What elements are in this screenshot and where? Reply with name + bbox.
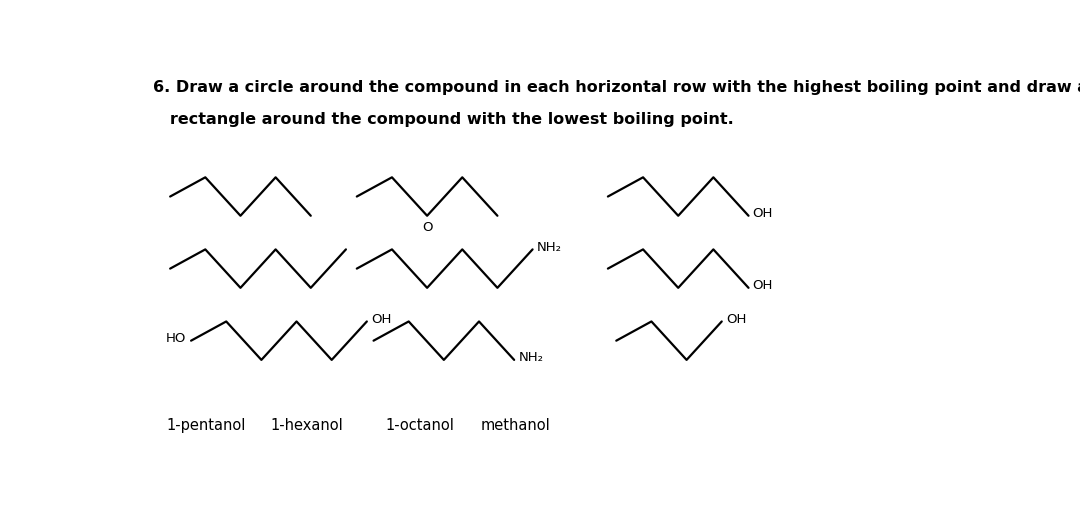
Text: NH₂: NH₂	[518, 352, 543, 365]
Text: rectangle around the compound with the lowest boiling point.: rectangle around the compound with the l…	[153, 112, 734, 127]
Text: OH: OH	[726, 313, 746, 326]
Text: OH: OH	[753, 207, 773, 220]
Text: NH₂: NH₂	[537, 241, 562, 254]
Text: O: O	[422, 220, 432, 233]
Text: 6. Draw a circle around the compound in each horizontal row with the highest boi: 6. Draw a circle around the compound in …	[153, 81, 1080, 95]
Text: 1-hexanol: 1-hexanol	[270, 418, 343, 433]
Text: 1-pentanol: 1-pentanol	[166, 418, 246, 433]
Text: 1-octanol: 1-octanol	[386, 418, 454, 433]
Text: methanol: methanol	[481, 418, 551, 433]
Text: OH: OH	[753, 279, 773, 292]
Text: OH: OH	[372, 313, 391, 326]
Text: HO: HO	[165, 332, 186, 345]
